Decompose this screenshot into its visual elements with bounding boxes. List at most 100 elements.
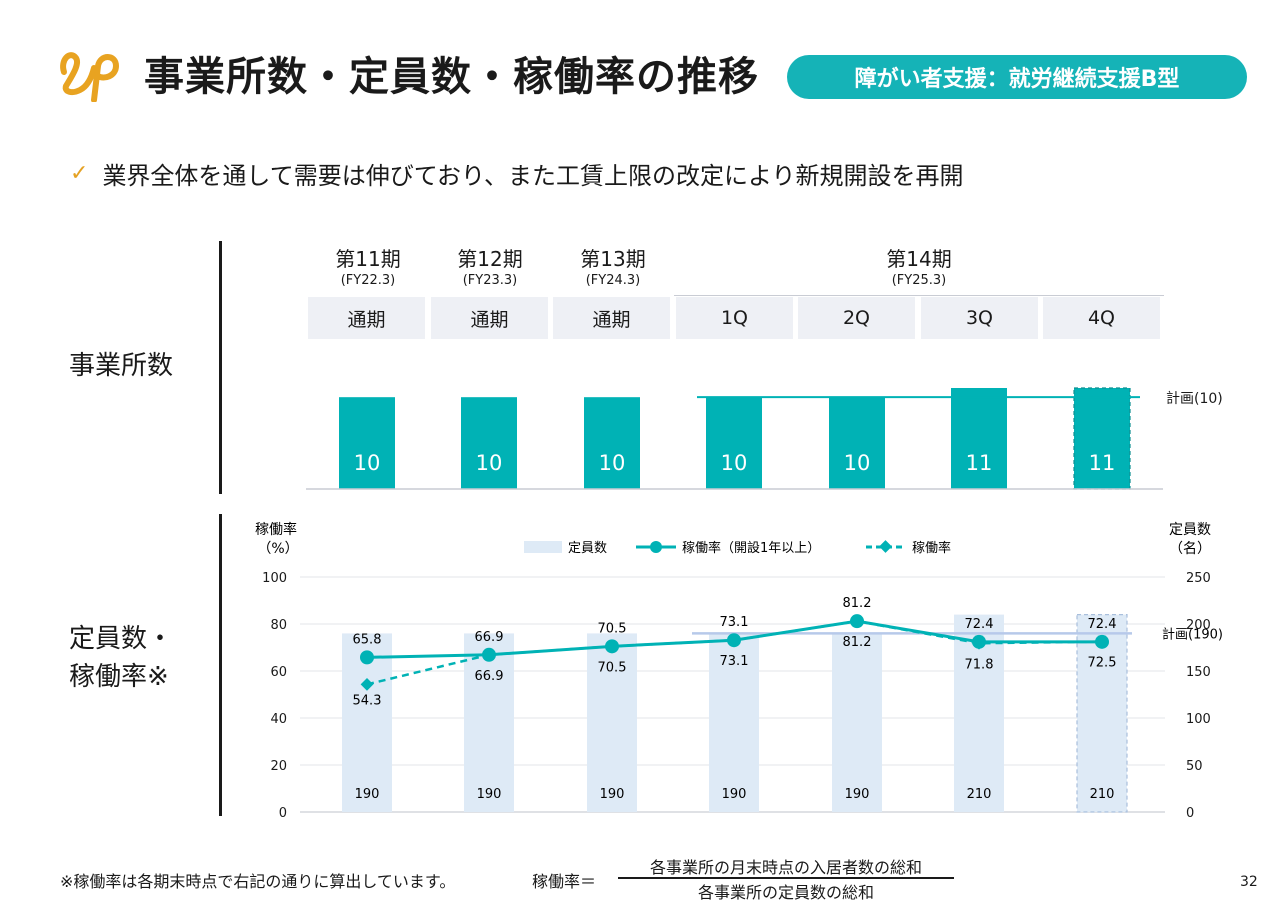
capacity-bar-value-label: 190 [845, 787, 870, 802]
term-header-13: 第13期 (FY24.3) [551, 247, 675, 289]
rate-1yr-marker [1095, 634, 1109, 649]
term-name: 第11期 [335, 247, 401, 271]
capacity-label-line1: 定員数・ [69, 624, 174, 654]
offices-section-label: 事業所数 [69, 351, 174, 381]
legend-capacity-label: 定員数 [568, 541, 607, 556]
capacity-bar-value-label: 190 [477, 787, 502, 802]
right-axis-tick-label: 0 [1186, 806, 1194, 821]
period-cell: 通期 [553, 297, 670, 339]
term-name: 第14期 [886, 247, 952, 271]
capacity-bar [587, 633, 637, 812]
office-plan-label: 計画(10) [1166, 391, 1223, 407]
rate-all-value-label: 54.3 [353, 693, 382, 708]
rate-1yr-marker [850, 614, 864, 629]
office-bar [584, 397, 640, 489]
bullet-text: 業界全体を通して需要は伸びており、また工賃上限の改定により新規開設を再開 [102, 162, 964, 190]
office-bar-value-label: 10 [844, 451, 871, 475]
rate-1yr-value-label: 65.8 [353, 632, 382, 647]
rate-all-value-label: 70.5 [598, 660, 627, 675]
right-axis-tick-label: 250 [1186, 571, 1211, 586]
right-axis-unit: （名） [1169, 541, 1211, 557]
capacity-bar-value-label: 190 [600, 787, 625, 802]
capacity-bar-value-label: 190 [355, 787, 380, 802]
section-divider [219, 514, 222, 816]
rate-1yr-value-label: 72.4 [965, 617, 994, 632]
formula-numerator: 各事業所の月末時点の入居者数の総和 [649, 858, 922, 877]
office-bar [461, 397, 517, 489]
term-fy: (FY23.3) [462, 273, 518, 288]
period-cell: 3Q [921, 297, 1038, 339]
office-bar [829, 397, 885, 489]
checkmark-icon: ✓ [70, 161, 89, 186]
right-axis-tick-label: 50 [1186, 759, 1203, 774]
right-axis-tick-label: 100 [1186, 712, 1211, 727]
rate-1yr-value-label: 70.5 [598, 621, 627, 636]
term-14-underline [674, 295, 1164, 296]
rate-all-value-label: 66.9 [475, 669, 504, 684]
legend-rate-all-label: 稼働率 [912, 540, 951, 556]
period-cell: 通期 [308, 297, 425, 339]
page-title: 事業所数・定員数・稼働率の推移 [144, 54, 759, 100]
office-bar-value-label: 10 [721, 451, 748, 475]
rate-1yr-value-label: 81.2 [843, 596, 872, 611]
legend-capacity-swatch [524, 541, 562, 553]
legend-rate-all-marker [879, 540, 892, 553]
rate-1yr-marker [727, 633, 741, 648]
rate-all-value-label: 73.1 [720, 654, 749, 669]
rate-1yr-marker [972, 634, 986, 649]
office-bar [339, 397, 395, 489]
left-axis-tick-label: 100 [262, 571, 287, 586]
term-fy: (FY22.3) [340, 273, 396, 288]
left-axis-tick-label: 40 [270, 712, 287, 727]
rate-1yr-value-label: 73.1 [720, 615, 749, 630]
rate-1yr-value-label: 66.9 [475, 630, 504, 645]
capacity-bar-value-label: 210 [1090, 787, 1115, 802]
capacity-bar [709, 633, 759, 812]
company-logo-icon [60, 52, 120, 102]
left-axis-tick-label: 80 [270, 618, 287, 633]
rate-all-value-label: 81.2 [843, 635, 872, 650]
office-bar [706, 397, 762, 489]
left-axis-unit: （%） [257, 541, 298, 557]
right-axis-tick-label: 150 [1186, 665, 1211, 680]
capacity-bar [832, 633, 882, 812]
term-fy: (FY24.3) [585, 273, 641, 288]
capacity-bar [464, 633, 514, 812]
legend-rate-1yr-label: 稼働率（開設1年以上） [682, 540, 820, 556]
rate-1yr-value-label: 72.4 [1088, 617, 1117, 632]
office-bar [1073, 387, 1131, 490]
office-bar-value-label: 10 [354, 451, 381, 475]
rate-all-value-label: 71.8 [965, 657, 994, 672]
page-number: 32 [1240, 874, 1258, 890]
office-bar-value-label: 10 [476, 451, 503, 475]
left-axis-tick-label: 60 [270, 665, 287, 680]
formula-denominator: 各事業所の定員数の総和 [697, 883, 874, 902]
office-bar-value-label: 11 [966, 451, 993, 475]
category-badge: 障がい者支援：就労継続支援B型 [787, 55, 1247, 99]
term-header-14: 第14期 (FY25.3) [857, 247, 981, 289]
rate-1yr-marker [482, 647, 496, 662]
term-name: 第13期 [580, 247, 646, 271]
formula-fraction-bar [618, 877, 954, 879]
capacity-bar-value-label: 210 [967, 787, 992, 802]
capacity-bar-value-label: 190 [722, 787, 747, 802]
right-axis-title: 定員数 [1169, 522, 1211, 538]
office-bar [951, 388, 1007, 489]
capacity-label-line2: 稼働率※ [69, 662, 169, 692]
period-cell: 2Q [798, 297, 915, 339]
bullet-point: ✓ 業界全体を通して需要は伸びており、また工賃上限の改定により新規開設を再開 [70, 156, 964, 191]
left-axis-tick-label: 0 [279, 806, 287, 821]
rate-1yr-marker [360, 650, 374, 665]
right-axis-tick-label: 200 [1186, 618, 1211, 633]
footnote: ※稼働率は各期末時点で右記の通りに算出しています。 [60, 872, 456, 891]
office-bar-value-label: 11 [1089, 451, 1116, 475]
capacity-section-label: 定員数・ 稼働率※ [69, 620, 173, 696]
term-fy: (FY25.3) [891, 273, 947, 288]
office-bar-value-label: 10 [599, 451, 626, 475]
formula-label: 稼働率＝ [532, 872, 597, 891]
left-axis-title: 稼働率 [255, 521, 297, 538]
period-cell: 通期 [431, 297, 548, 339]
term-header-12: 第12期 (FY23.3) [428, 247, 552, 289]
